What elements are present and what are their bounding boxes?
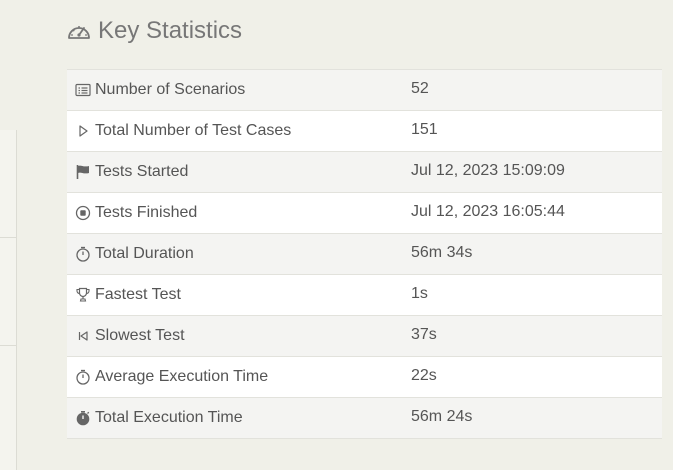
stat-label-cell: Fastest Test xyxy=(67,275,411,315)
stat-label-cell: Total Execution Time xyxy=(67,398,411,438)
stopwatch-icon xyxy=(75,369,91,385)
stat-label-cell: Total Number of Test Cases xyxy=(67,111,411,151)
stat-value: Jul 12, 2023 16:05:44 xyxy=(411,203,565,220)
left-panel-divider xyxy=(0,345,16,346)
table-row: Total Number of Test Cases 151 xyxy=(67,111,662,152)
stat-label: Fastest Test xyxy=(95,286,181,303)
stop-circle-icon xyxy=(75,205,91,221)
stopwatch-filled-icon xyxy=(75,410,91,426)
stat-label: Slowest Test xyxy=(95,327,185,344)
table-row: Fastest Test 1s xyxy=(67,275,662,316)
skip-back-icon xyxy=(75,328,91,344)
stat-value: Jul 12, 2023 15:09:09 xyxy=(411,162,565,179)
stat-label-cell: Tests Finished xyxy=(67,193,411,233)
stat-value: 151 xyxy=(411,121,438,138)
table-row: Tests Finished Jul 12, 2023 16:05:44 xyxy=(67,193,662,234)
list-card-icon xyxy=(75,82,91,98)
stopwatch-icon xyxy=(75,246,91,262)
stat-label: Number of Scenarios xyxy=(95,81,246,98)
stat-label-cell: Total Duration xyxy=(67,234,411,274)
table-row: Average Execution Time 22s xyxy=(67,357,662,398)
stat-label: Tests Started xyxy=(95,163,189,180)
table-row: Total Execution Time 56m 24s xyxy=(67,398,662,439)
stat-label: Total Duration xyxy=(95,245,194,262)
stat-label-cell: Tests Started xyxy=(67,152,411,192)
stat-label: Total Number of Test Cases xyxy=(95,122,292,139)
stat-label: Tests Finished xyxy=(95,204,198,221)
stat-value: 56m 24s xyxy=(411,408,473,425)
table-row: Tests Started Jul 12, 2023 15:09:09 xyxy=(67,152,662,193)
page-title: Key Statistics xyxy=(98,17,243,44)
key-statistics-table: Number of Scenarios 52 Total Number of T… xyxy=(67,69,662,439)
stat-label: Total Execution Time xyxy=(95,409,243,426)
stat-value: 52 xyxy=(411,80,429,97)
table-row: Total Duration 56m 34s xyxy=(67,234,662,275)
section-heading: Key Statistics xyxy=(66,14,242,48)
stat-value: 37s xyxy=(411,326,437,343)
stat-value: 22s xyxy=(411,367,437,384)
dashboard-gauge-icon xyxy=(66,20,92,42)
stat-label-cell: Slowest Test xyxy=(67,316,411,356)
trophy-icon xyxy=(75,287,91,303)
table-row: Slowest Test 37s xyxy=(67,316,662,357)
flag-icon xyxy=(75,164,91,180)
stat-label-cell: Average Execution Time xyxy=(67,357,411,397)
left-panel xyxy=(0,130,17,470)
stat-value: 56m 34s xyxy=(411,244,473,261)
stat-label-cell: Number of Scenarios xyxy=(67,70,411,110)
play-outline-icon xyxy=(75,123,91,139)
table-row: Number of Scenarios 52 xyxy=(67,70,662,111)
stat-label: Average Execution Time xyxy=(95,368,269,385)
left-panel-divider xyxy=(0,237,16,238)
stat-value: 1s xyxy=(411,285,428,302)
